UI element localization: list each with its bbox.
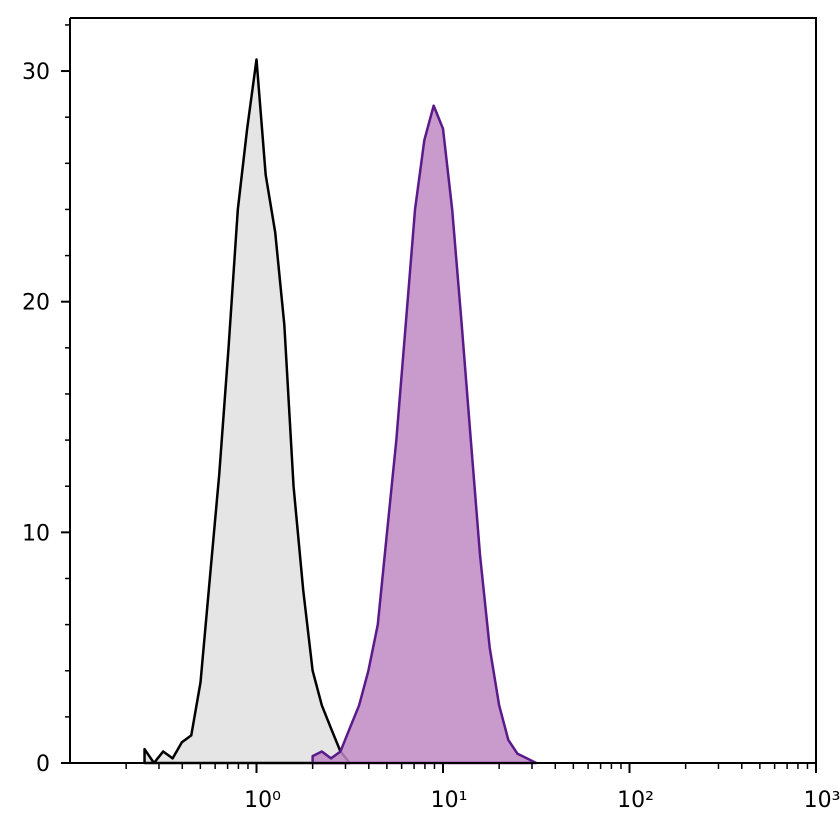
x-tick-label: 10³ (804, 788, 840, 813)
histogram-area (311, 104, 538, 765)
x-tick-label: 10¹ (431, 788, 468, 813)
x-tick-label: 10⁰ (244, 788, 281, 813)
y-tick-label: 20 (22, 291, 50, 316)
plot-frame (70, 17, 817, 763)
histogram-area (143, 58, 351, 765)
y-tick-label: 0 (36, 752, 50, 777)
y-tick-label: 30 (22, 60, 50, 85)
x-tick-label: 10² (617, 788, 654, 813)
y-tick-label: 10 (22, 521, 50, 546)
